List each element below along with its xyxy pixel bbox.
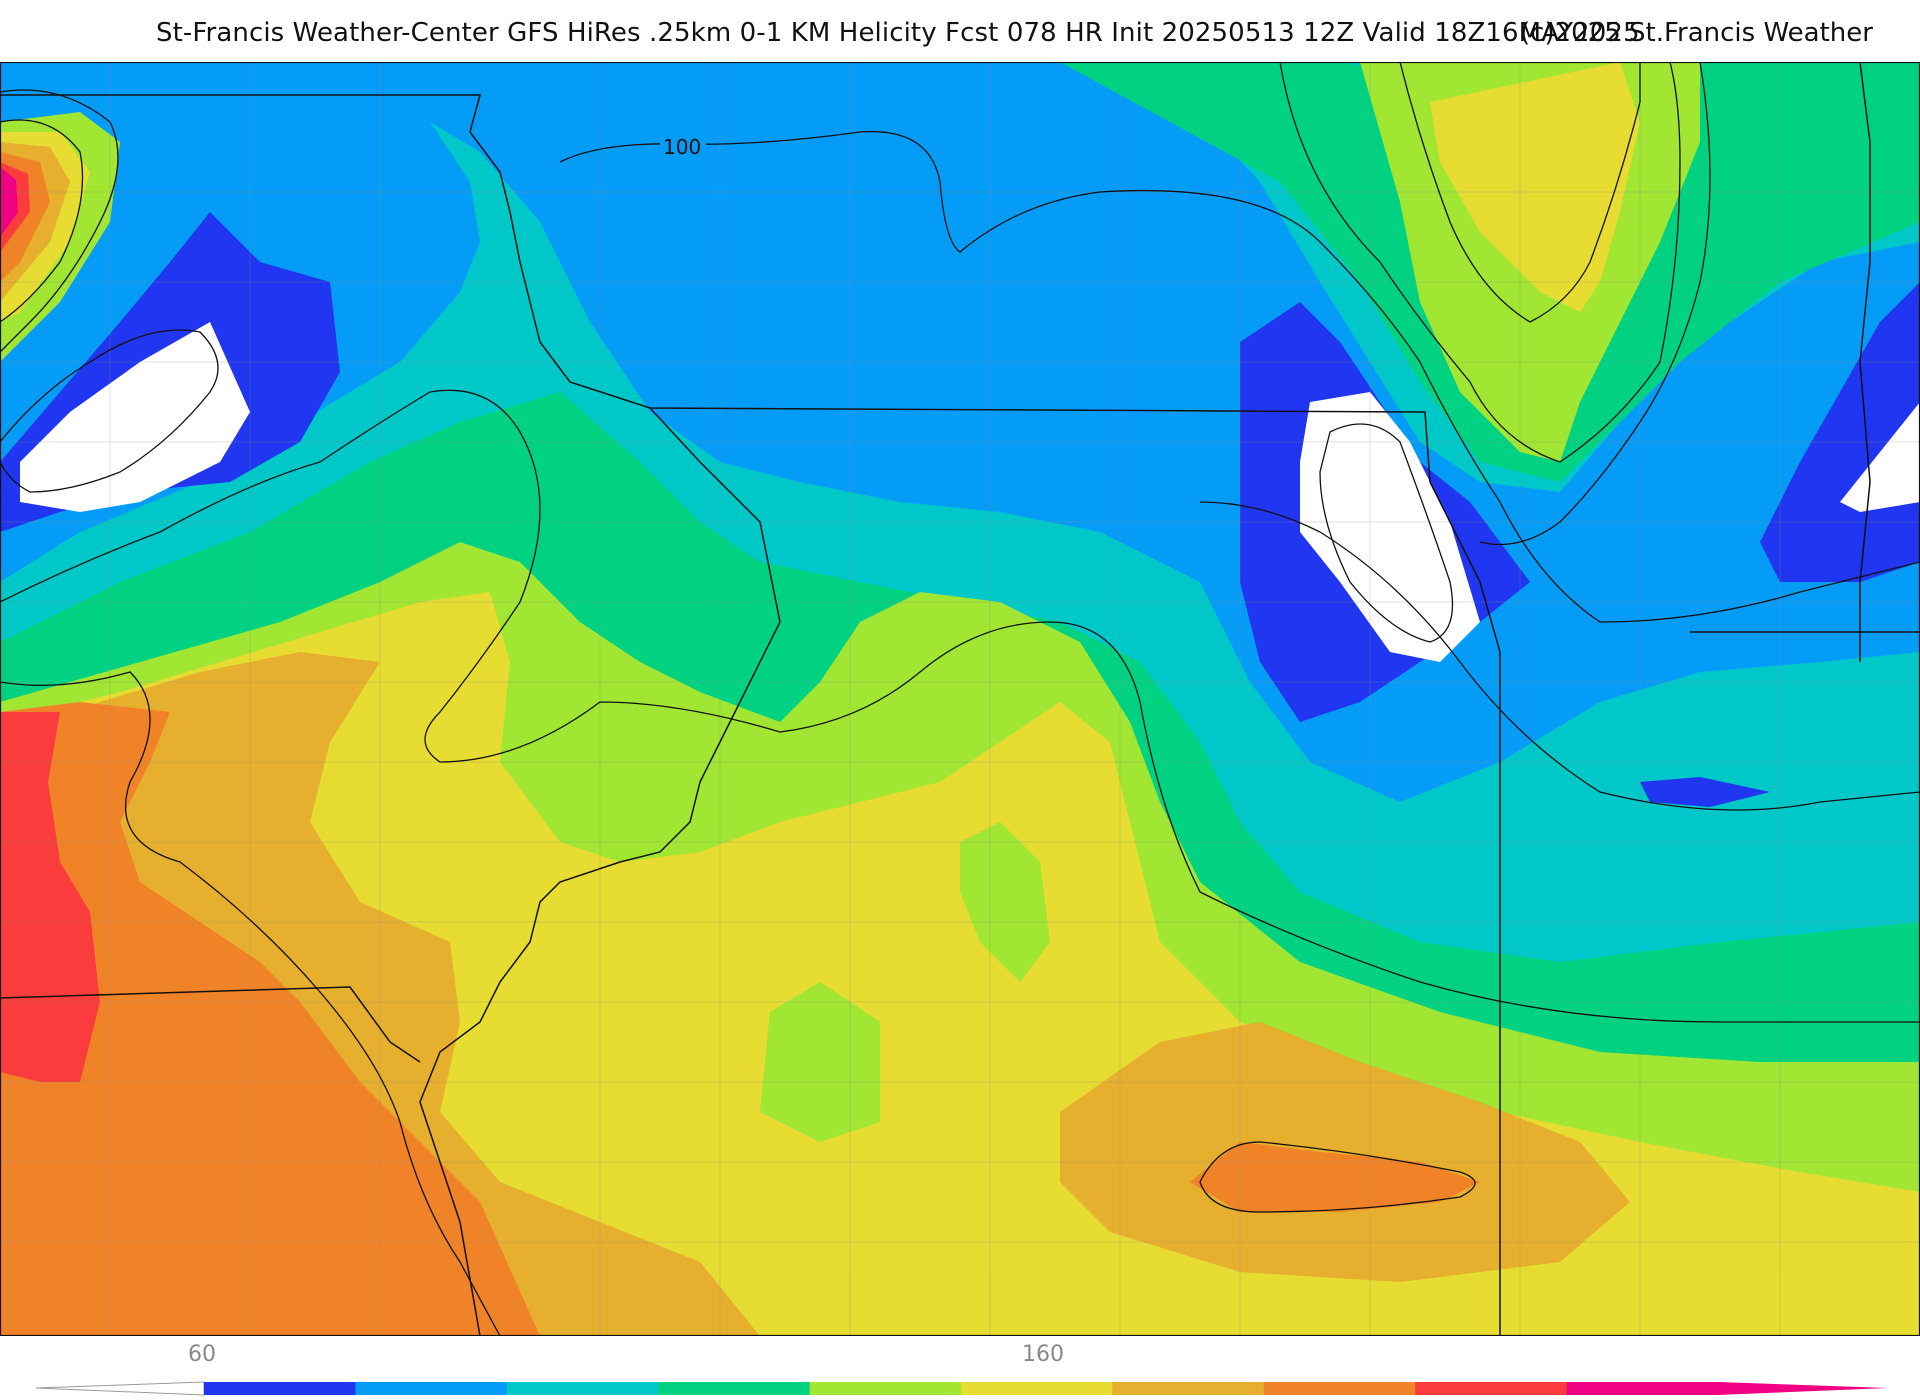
map-canvas: 100 xyxy=(0,62,1920,1336)
field-pocket-120-140-b xyxy=(960,822,1050,982)
legend-tick-160: 160 xyxy=(1022,1342,1064,1367)
legend-swatch xyxy=(961,1382,1113,1395)
map-title: St-Francis Weather-Center GFS HiRes .25k… xyxy=(156,18,1640,48)
field-band-40-60-spot xyxy=(1640,777,1770,807)
field-band-180-200-west xyxy=(0,702,540,1336)
legend-swatch xyxy=(355,1382,508,1395)
legend-colorbar xyxy=(35,1381,1888,1396)
field-band-below-40-east xyxy=(1840,402,1920,512)
helicity-contours xyxy=(0,62,1920,1336)
legend-swatches xyxy=(204,1382,1719,1395)
legend-swatch xyxy=(506,1382,659,1395)
state-borders xyxy=(0,62,1920,1336)
field-band-180-200-east xyxy=(1190,1142,1480,1212)
legend-swatch xyxy=(1415,1382,1568,1395)
field-band-200-220 xyxy=(0,712,100,1082)
legend-swatch xyxy=(1112,1382,1265,1395)
legend-tick-60: 60 xyxy=(188,1342,216,1367)
field-band-below-40-center xyxy=(1300,392,1480,662)
legend-swatch xyxy=(1263,1382,1416,1395)
legend-swatch xyxy=(204,1382,356,1395)
copyright-text: (c)2025 St.Francis Weather xyxy=(1520,18,1873,48)
legend-lower-arrow xyxy=(35,1381,205,1396)
legend-swatch xyxy=(809,1382,962,1395)
contour-label-bg xyxy=(660,134,706,158)
legend-swatch xyxy=(1566,1382,1719,1395)
header: St-Francis Weather-Center GFS HiRes .25k… xyxy=(0,0,1920,62)
helicity-map: 100 xyxy=(0,62,1920,1336)
legend-swatch xyxy=(658,1382,811,1395)
legend-upper-arrow xyxy=(1718,1382,1888,1395)
field-nw-ridge-220 xyxy=(0,167,18,237)
color-scale-legend: 60 160 xyxy=(0,1336,1920,1400)
field-band-below-40-west xyxy=(20,322,250,512)
contour-label: 100 xyxy=(663,135,701,159)
county-boundaries xyxy=(0,62,1920,1336)
field-band-140-160-north xyxy=(1430,62,1640,312)
